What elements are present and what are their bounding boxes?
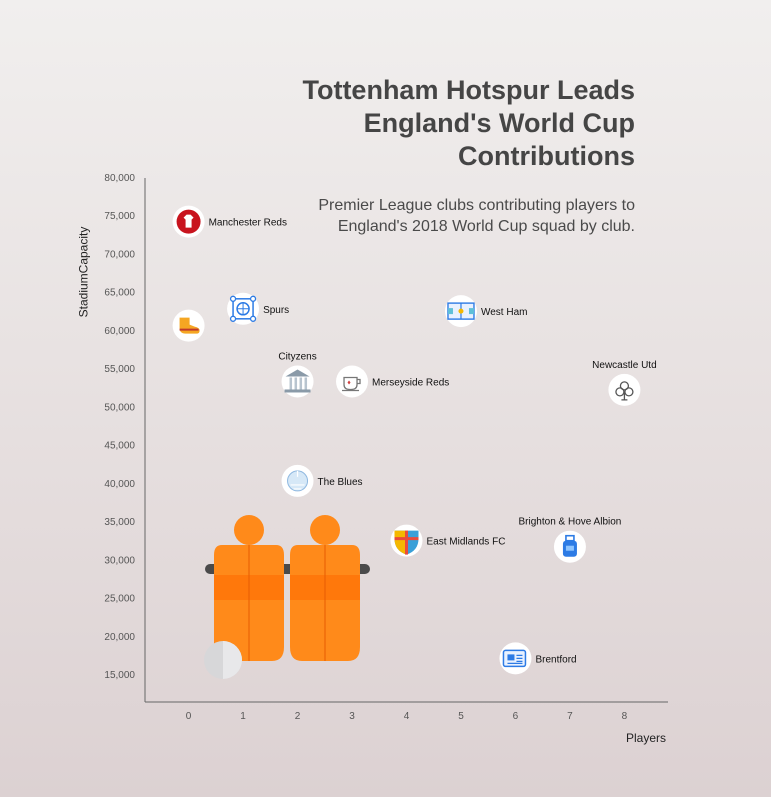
- x-tick-label: 5: [458, 711, 464, 722]
- newspaper-icon: [502, 649, 527, 668]
- field-icon: [447, 302, 475, 320]
- data-point: [172, 309, 205, 342]
- data-point: [608, 373, 641, 406]
- data-point: [281, 365, 314, 398]
- y-tick-label: 40,000: [104, 479, 135, 490]
- point-label: Cityzens: [278, 351, 316, 362]
- y-tick-label: 45,000: [104, 441, 135, 452]
- y-tick-label: 75,000: [104, 211, 135, 222]
- x-tick-label: 2: [295, 711, 301, 722]
- y-tick-label: 65,000: [104, 288, 135, 299]
- ball-icon: [287, 470, 309, 492]
- data-point: [281, 464, 314, 497]
- y-tick-label: 80,000: [104, 173, 135, 184]
- x-tick-label: 1: [240, 711, 246, 722]
- x-tick-label: 0: [186, 711, 192, 722]
- data-point: [172, 205, 205, 238]
- axes: [144, 178, 668, 703]
- y-tick-label: 50,000: [104, 402, 135, 413]
- x-tick-label: 3: [349, 711, 355, 722]
- point-label: Spurs: [263, 305, 289, 316]
- cup-icon: [342, 376, 361, 392]
- x-tick-label: 6: [513, 711, 519, 722]
- point-label: Brentford: [535, 654, 576, 665]
- chart-subtitle: Premier League clubs contributing player…: [318, 197, 635, 235]
- x-tick-label: 7: [567, 711, 573, 722]
- point-label: Brighton & Hove Albion: [519, 517, 622, 528]
- club-icon: [615, 381, 634, 401]
- data-point: [499, 642, 532, 675]
- point-marker: [336, 365, 369, 398]
- y-tick-label: 25,000: [104, 594, 135, 605]
- x-tick-label: 8: [622, 711, 628, 722]
- data-point: [390, 524, 423, 557]
- y-tick-label: 30,000: [104, 555, 135, 566]
- y-tick-label: 55,000: [104, 364, 135, 375]
- point-label: West Ham: [481, 307, 527, 318]
- x-axis-label: Players: [626, 731, 667, 745]
- bag-icon: [562, 534, 577, 557]
- data-points: Manchester Reds Spurs Cityzens Merseyside R…: [172, 205, 657, 675]
- point-label: The Blues: [318, 477, 363, 488]
- y-tick-label: 35,000: [104, 517, 135, 528]
- point-label: Newcastle Utd: [592, 360, 656, 371]
- basketball-icon: [229, 295, 257, 322]
- y-tick-label: 70,000: [104, 249, 135, 260]
- shirt-icon: [176, 209, 201, 234]
- y-axis-label: StadiumCapacity: [76, 226, 91, 318]
- y-tick-label: 15,000: [104, 670, 135, 681]
- y-tick-label: 60,000: [104, 326, 135, 337]
- chart-title: Tottenham Hotspur Leads England's World …: [302, 75, 635, 171]
- data-point: [336, 365, 369, 398]
- x-axis-ticks: 0 1 2 3 4 5 6 7 8: [186, 711, 628, 722]
- building-icon: [284, 369, 311, 393]
- point-label: East Midlands FC: [427, 537, 506, 548]
- point-label: Manchester Reds: [209, 218, 287, 229]
- x-tick-label: 4: [404, 711, 410, 722]
- boot-icon: [179, 317, 200, 334]
- y-axis-ticks: 15,000 20,000 25,000 30,000 35,000 40,000 45,0…: [104, 173, 135, 681]
- crest-icon: [394, 530, 419, 555]
- data-point: [227, 292, 260, 325]
- data-point: [444, 295, 477, 328]
- point-label: Merseyside Reds: [372, 377, 449, 388]
- data-point: [553, 530, 586, 563]
- y-tick-label: 20,000: [104, 632, 135, 643]
- table-football-players-icon: [204, 515, 370, 679]
